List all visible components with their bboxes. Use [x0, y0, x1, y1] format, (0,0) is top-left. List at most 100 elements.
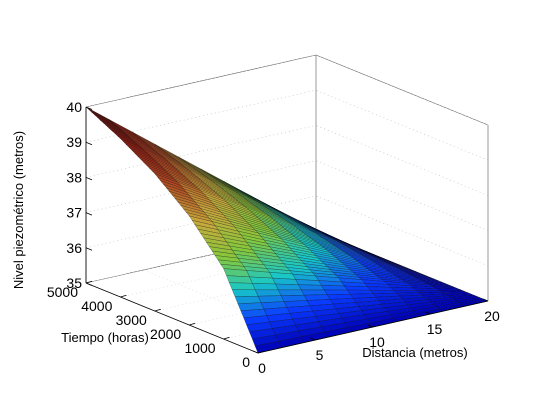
surface-cell [358, 248, 385, 260]
x-tick-mark [367, 324, 374, 328]
surface-cell [274, 330, 302, 342]
surface-cell [128, 147, 156, 161]
surface-cell [300, 260, 328, 268]
surface-cell [151, 147, 179, 162]
surface-mesh [85, 106, 489, 354]
z-tick-mark [85, 141, 93, 146]
surface-cell [280, 260, 308, 268]
surface-cell [283, 263, 311, 271]
x-tick-mark [482, 298, 489, 302]
t-tick-label: 5000 [47, 284, 78, 300]
surface-cell [332, 244, 360, 254]
surface-cell [380, 278, 408, 284]
surface-cell [272, 230, 299, 241]
x-tick-label: 20 [484, 308, 500, 324]
surface-cell [369, 289, 397, 294]
t-tick-mark [85, 280, 93, 284]
surface-cell [315, 313, 342, 322]
surface-cell [332, 271, 360, 278]
surface-cell [297, 326, 325, 337]
t-tick-mark [257, 350, 265, 354]
t-tick-label: 1000 [184, 340, 215, 356]
surface-cell [203, 193, 230, 206]
surface-cell [344, 244, 371, 255]
surface-cell [364, 266, 391, 273]
surface-cell [275, 220, 302, 232]
surface-cell [343, 285, 371, 291]
surface-cell [301, 222, 328, 235]
surface-cell [168, 190, 196, 203]
t-tick-label: 4000 [81, 298, 112, 314]
surface-cell [332, 254, 359, 263]
surface-cell [330, 237, 357, 249]
surface-cell [429, 298, 458, 305]
z-tick-mark [85, 177, 93, 181]
grid-line [315, 160, 489, 231]
z-tick-mark [85, 106, 93, 110]
z-tick-label: 39 [66, 134, 82, 150]
t-tick-mark [120, 294, 127, 298]
surface-cell [211, 250, 239, 259]
grid-line [315, 54, 489, 126]
surface-cell [281, 225, 308, 236]
surface-cell [269, 206, 296, 220]
surface-cell [174, 197, 202, 209]
surface-cell [346, 289, 374, 295]
surface-cell [243, 197, 271, 211]
surface-cell [323, 289, 351, 295]
surface-cell [105, 125, 133, 140]
surface-cell [338, 277, 366, 284]
surface-cell [366, 286, 394, 291]
surface-cell [217, 259, 245, 267]
surface-cell [430, 284, 457, 289]
surface-cell [416, 277, 443, 283]
surface-cell [159, 180, 188, 193]
surface-cell [361, 254, 388, 264]
surface-cell [126, 134, 153, 149]
surface-cell [249, 201, 276, 214]
surface-cell [218, 180, 245, 194]
surface-cell [292, 219, 319, 232]
surface-cell [260, 260, 288, 268]
surface-cell [226, 275, 253, 284]
surface-cell [335, 274, 363, 280]
grid-line [85, 195, 317, 249]
surface-cell [163, 168, 190, 181]
surface-cell [427, 283, 454, 288]
surface-cell [298, 222, 325, 235]
x-tick-label: 15 [427, 321, 443, 337]
surface-cell [309, 237, 337, 247]
surface-cell [275, 213, 302, 226]
surface-cell [398, 277, 426, 283]
surface-cell [312, 272, 340, 279]
surface-cell [410, 274, 437, 281]
distance-axis-label: Distancia (metros) [362, 345, 467, 360]
surface-cell [283, 227, 311, 238]
surface-cell [214, 255, 242, 263]
t-tick-label: 2000 [150, 326, 181, 342]
surface-cell [378, 276, 405, 282]
surface-cell [289, 270, 317, 277]
surface-cell [361, 279, 389, 285]
x-tick-mark [425, 311, 431, 315]
surface-cell [424, 295, 452, 300]
t-tick-mark [189, 322, 196, 326]
surface-cell [298, 228, 325, 240]
surface-cell [320, 322, 348, 333]
surface-cell [179, 204, 208, 216]
surface-cell [258, 202, 285, 216]
grid-line [85, 160, 317, 213]
surface-cell [357, 276, 386, 282]
surface-cell [318, 231, 345, 243]
surface-cell [284, 214, 311, 228]
surface-cell [283, 300, 311, 308]
surface-cell [309, 226, 337, 239]
surface-cell [266, 268, 294, 275]
surface-cell [358, 253, 385, 262]
surface-cell [274, 283, 302, 291]
surface-cell [384, 304, 411, 312]
surface-cell [300, 289, 328, 296]
surface-cell [286, 230, 314, 240]
